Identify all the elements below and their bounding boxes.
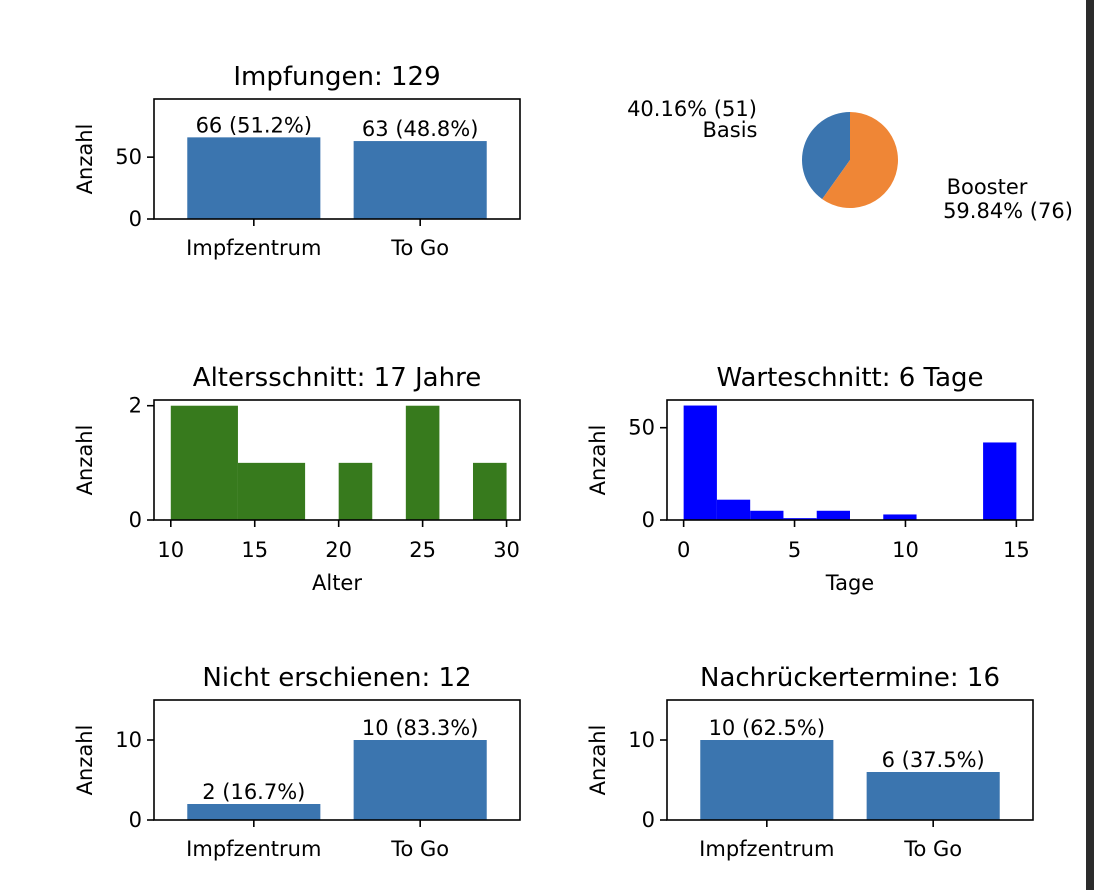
- axes-frame: [153, 399, 521, 521]
- pie-slice-label: Basis: [703, 118, 758, 142]
- axes-frame: [153, 699, 521, 821]
- histogram-bar: [683, 405, 717, 520]
- y-tick-label: 0: [129, 808, 142, 832]
- x-tick-label: 5: [788, 538, 801, 562]
- y-axis-label: Anzahl: [73, 124, 97, 195]
- y-tick-label: 0: [642, 508, 655, 532]
- y-tick-label: 50: [115, 145, 142, 169]
- bar-to-go: [353, 740, 487, 820]
- histogram-bar: [883, 514, 917, 520]
- bar-data-label: 10 (62.5%): [709, 716, 826, 740]
- x-axis-label: Tage: [825, 571, 874, 595]
- x-tick-label: Impfzentrum: [186, 837, 321, 861]
- chart-title: Nachrückertermine: 16: [700, 663, 1000, 693]
- x-tick-label: 10: [157, 538, 184, 562]
- x-axis-label: Alter: [312, 571, 362, 595]
- histogram-bar: [405, 405, 440, 520]
- y-axis-label: Anzahl: [586, 425, 610, 496]
- bar-data-label: 2 (16.7%): [202, 780, 305, 804]
- x-tick-label: 25: [409, 538, 436, 562]
- histogram-bar: [237, 462, 306, 520]
- bar-data-label: 66 (51.2%): [196, 113, 313, 137]
- x-tick-label: To Go: [390, 837, 449, 861]
- histogram-bar: [716, 499, 751, 520]
- x-tick-label: Impfzentrum: [699, 837, 834, 861]
- pie-slice-booster: [822, 112, 898, 208]
- bar-to-go: [866, 772, 1000, 820]
- y-tick-label: 0: [642, 808, 655, 832]
- axes-frame: [153, 98, 521, 220]
- y-tick-label: 50: [628, 416, 655, 440]
- bar-impfzentrum: [187, 804, 321, 820]
- bar-data-label: 10 (83.3%): [362, 716, 479, 740]
- x-tick-label: 0: [677, 538, 690, 562]
- x-tick-label: 15: [241, 538, 268, 562]
- bar-impfzentrum: [700, 740, 834, 820]
- histogram-bar: [983, 442, 1017, 520]
- bar-impfzentrum: [187, 137, 321, 219]
- x-tick-label: To Go: [903, 837, 962, 861]
- y-tick-label: 0: [129, 207, 142, 231]
- histogram-bar: [750, 510, 784, 520]
- x-tick-label: 10: [892, 538, 919, 562]
- chart-title: Impfungen: 129: [233, 62, 440, 92]
- chart-title: Nicht erschienen: 12: [202, 663, 471, 693]
- histogram-bar: [338, 462, 373, 520]
- window-right-edge: [1086, 0, 1094, 890]
- x-tick-label: Impfzentrum: [186, 236, 321, 260]
- x-tick-label: 15: [1003, 538, 1030, 562]
- histogram-bar: [783, 518, 817, 520]
- waiting-histogram: 0 50 0 5 10 15 Warteschnitt: 6 Tage Anzahl Tage: [586, 363, 1034, 595]
- y-tick-label: 10: [115, 728, 142, 752]
- histogram-bar: [472, 462, 507, 520]
- axes-frame: [666, 699, 1034, 821]
- histogram-bar: [816, 510, 850, 520]
- bar-to-go: [353, 141, 487, 219]
- age-histogram: 0 2 10 15 20 25 30 Altersschnitt: 17 Jahre Anzah…: [73, 363, 521, 595]
- y-tick-label: 10: [628, 728, 655, 752]
- y-axis-label: Anzahl: [586, 725, 610, 796]
- dose-type-pie-chart: 40.16% (51)Basis 59.84% (76)Booster: [627, 97, 1073, 223]
- x-tick-label: 20: [325, 538, 352, 562]
- standby-bar-chart: 0 10 10 (62.5%) Impfzentrum 6 (37.5%) To Go Na…: [586, 663, 1034, 861]
- pie-percent-label: 40.16% (51): [627, 97, 757, 121]
- y-tick-label: 0: [129, 508, 142, 532]
- y-tick-label: 2: [129, 394, 142, 418]
- no-show-bar-chart: 0 10 2 (16.7%) Impfzentrum 10 (83.3%) To Go Ni…: [73, 663, 521, 861]
- histogram-bar: [170, 405, 238, 520]
- pie-percent-label: 59.84% (76): [943, 199, 1073, 223]
- bar-data-label: 63 (48.8%): [362, 117, 479, 141]
- chart-title: Altersschnitt: 17 Jahre: [193, 363, 481, 393]
- y-axis-label: Anzahl: [73, 425, 97, 496]
- vaccinations-bar-chart: 0 50 66 (51.2%) Impfzentrum 63 (48.8%) To Go I…: [73, 62, 521, 260]
- axes-frame: [666, 399, 1034, 521]
- x-tick-label: 30: [493, 538, 520, 562]
- pie-slice-label: Booster: [947, 175, 1028, 199]
- y-axis-label: Anzahl: [73, 725, 97, 796]
- pie-slice-basis: [801, 112, 850, 200]
- chart-title: Warteschnitt: 6 Tage: [716, 363, 983, 393]
- bar-data-label: 6 (37.5%): [882, 748, 985, 772]
- x-tick-label: To Go: [390, 236, 449, 260]
